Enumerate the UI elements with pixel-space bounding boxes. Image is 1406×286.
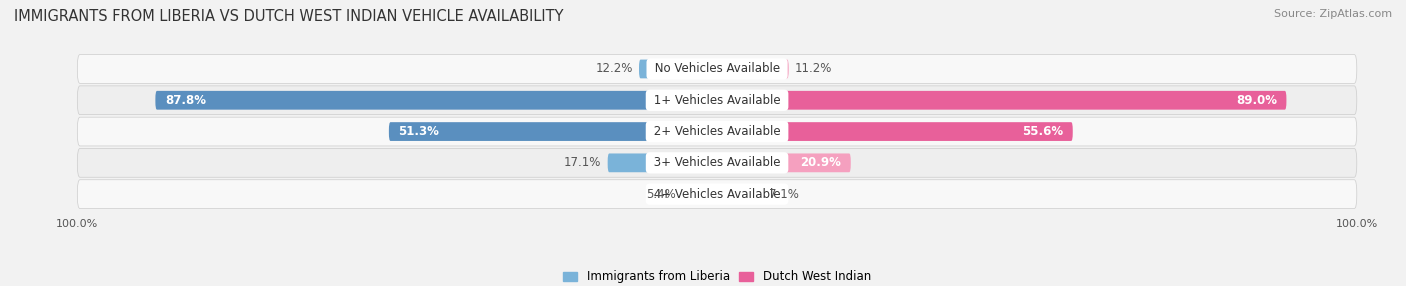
- FancyBboxPatch shape: [77, 148, 1357, 177]
- Legend: Immigrants from Liberia, Dutch West Indian: Immigrants from Liberia, Dutch West Indi…: [558, 266, 876, 286]
- FancyBboxPatch shape: [717, 122, 1073, 141]
- Text: 3+ Vehicles Available: 3+ Vehicles Available: [650, 156, 785, 169]
- FancyBboxPatch shape: [77, 117, 1357, 146]
- FancyBboxPatch shape: [156, 91, 717, 110]
- Text: 17.1%: 17.1%: [564, 156, 602, 169]
- FancyBboxPatch shape: [607, 154, 717, 172]
- Text: No Vehicles Available: No Vehicles Available: [651, 62, 783, 76]
- Text: 1+ Vehicles Available: 1+ Vehicles Available: [650, 94, 785, 107]
- FancyBboxPatch shape: [717, 91, 1286, 110]
- FancyBboxPatch shape: [717, 59, 789, 78]
- Text: 4+ Vehicles Available: 4+ Vehicles Available: [650, 188, 785, 201]
- FancyBboxPatch shape: [638, 59, 717, 78]
- Text: 2+ Vehicles Available: 2+ Vehicles Available: [650, 125, 785, 138]
- Text: 5.4%: 5.4%: [647, 188, 676, 201]
- FancyBboxPatch shape: [389, 122, 717, 141]
- FancyBboxPatch shape: [77, 86, 1357, 115]
- FancyBboxPatch shape: [717, 154, 851, 172]
- Text: 12.2%: 12.2%: [595, 62, 633, 76]
- FancyBboxPatch shape: [77, 180, 1357, 208]
- Text: 51.3%: 51.3%: [398, 125, 439, 138]
- FancyBboxPatch shape: [717, 185, 762, 204]
- Text: 20.9%: 20.9%: [800, 156, 841, 169]
- FancyBboxPatch shape: [77, 55, 1357, 83]
- Text: Source: ZipAtlas.com: Source: ZipAtlas.com: [1274, 9, 1392, 19]
- Text: 89.0%: 89.0%: [1236, 94, 1277, 107]
- Text: IMMIGRANTS FROM LIBERIA VS DUTCH WEST INDIAN VEHICLE AVAILABILITY: IMMIGRANTS FROM LIBERIA VS DUTCH WEST IN…: [14, 9, 564, 23]
- FancyBboxPatch shape: [682, 185, 717, 204]
- Text: 7.1%: 7.1%: [769, 188, 799, 201]
- Text: 11.2%: 11.2%: [796, 62, 832, 76]
- Text: 87.8%: 87.8%: [165, 94, 205, 107]
- Text: 55.6%: 55.6%: [1022, 125, 1063, 138]
